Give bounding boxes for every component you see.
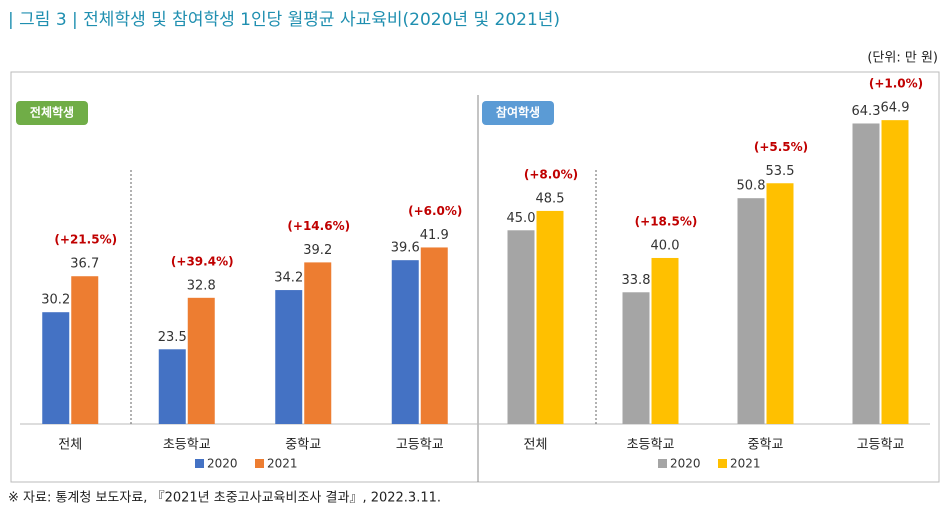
legend-swatch [658, 459, 667, 468]
bar [737, 198, 765, 424]
value-label: 23.5 [158, 330, 187, 345]
legend-swatch [255, 459, 264, 468]
change-label: (+39.4%) [171, 254, 234, 268]
legend-label: 2021 [730, 457, 761, 471]
bar [536, 210, 564, 424]
source-note: ※ 자료: 통계청 보도자료, 『2021년 초중고사교육비조사 결과』, 20… [8, 491, 441, 506]
value-label: 32.8 [187, 278, 216, 293]
legend-label: 2020 [670, 457, 701, 471]
value-label: 39.2 [303, 243, 332, 258]
value-label: 40.0 [651, 238, 680, 253]
value-label: 33.8 [622, 273, 651, 288]
panel-badge [16, 101, 88, 125]
value-label: 64.9 [881, 101, 910, 116]
x-tick-label: 고등학교 [396, 438, 444, 453]
x-tick-label: 초등학교 [627, 438, 675, 453]
value-label: 50.8 [737, 179, 766, 194]
x-tick-label: 전체 [524, 438, 548, 453]
change-label: (+6.0%) [408, 204, 462, 218]
value-label: 39.6 [391, 241, 420, 256]
x-tick-label: 전체 [58, 438, 82, 453]
value-label: 30.2 [41, 293, 70, 308]
change-label: (+1.0%) [869, 77, 923, 91]
legend-label: 2020 [207, 457, 238, 471]
chart-frame [10, 71, 940, 483]
bar [852, 123, 880, 424]
panel-title: 참여학생 [496, 105, 540, 120]
bar [275, 290, 303, 424]
bar [622, 292, 650, 424]
x-tick-label: 고등학교 [857, 438, 905, 453]
bar [158, 349, 186, 424]
panel-title: 전체학생 [30, 105, 74, 120]
x-tick-label: 초등학교 [163, 438, 211, 453]
bar [766, 183, 794, 424]
value-label: 45.0 [507, 211, 536, 226]
value-label: 41.9 [420, 228, 449, 243]
bar [420, 247, 448, 424]
bar [881, 120, 909, 425]
change-label: (+14.6%) [287, 219, 350, 233]
change-label: (+21.5%) [54, 233, 117, 247]
legend-swatch [195, 459, 204, 468]
bar [42, 312, 70, 424]
value-label: 53.5 [766, 164, 795, 179]
figure-title: | 그림 3 | 전체학생 및 참여학생 1인당 월평균 사교육비(2020년 … [8, 10, 560, 30]
change-label: (+18.5%) [635, 214, 698, 228]
unit-label: (단위: 만 원) [867, 51, 938, 66]
bar [651, 257, 679, 424]
bar [71, 276, 99, 424]
value-label: 64.3 [852, 104, 881, 119]
change-label: (+5.5%) [754, 140, 808, 154]
bar [507, 230, 535, 424]
value-label: 48.5 [536, 191, 565, 206]
bar [391, 260, 419, 424]
bar [304, 262, 332, 424]
bar [187, 297, 215, 424]
x-tick-label: 중학교 [285, 438, 321, 453]
change-label: (+8.0%) [524, 167, 578, 181]
legend-label: 2021 [267, 457, 298, 471]
panel-badge [482, 101, 554, 125]
legend-swatch [718, 459, 727, 468]
value-label: 34.2 [274, 271, 303, 286]
value-label: 36.7 [70, 257, 99, 272]
x-tick-label: 중학교 [748, 438, 784, 453]
